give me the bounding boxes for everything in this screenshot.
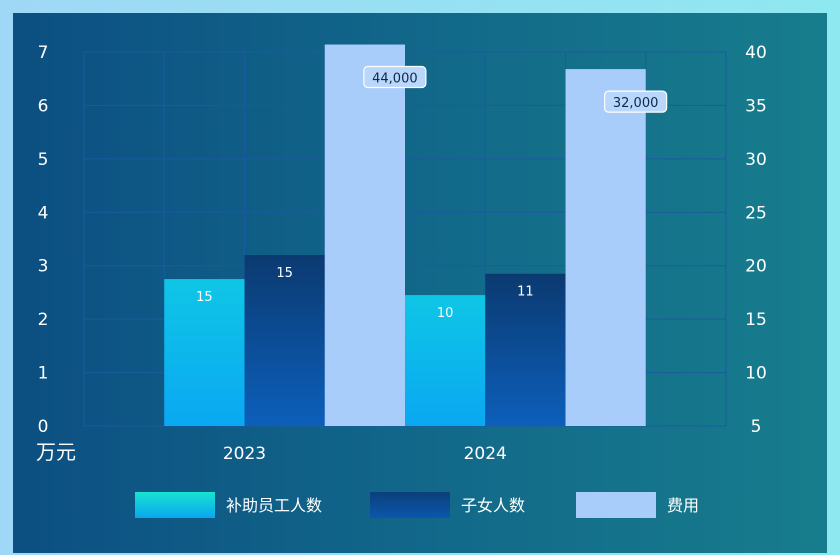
left-tick-label: 0 xyxy=(38,417,49,437)
bar xyxy=(485,273,566,426)
right-tick-label: 15 xyxy=(745,310,767,330)
x-tick-label: 2023 xyxy=(223,444,266,464)
left-tick-label: 5 xyxy=(38,150,49,170)
legend-swatch xyxy=(135,492,215,518)
chart-panel xyxy=(13,13,827,553)
legend-label: 子女人数 xyxy=(461,496,525,515)
data-label: 32,000 xyxy=(613,96,659,111)
data-label-box xyxy=(363,65,427,89)
right-tick-label: 10 xyxy=(745,364,767,384)
legend-label: 费用 xyxy=(667,496,699,515)
bar xyxy=(405,295,486,426)
bar xyxy=(324,44,405,427)
legend: 补助员工人数 子女人数 费用 xyxy=(135,492,699,518)
right-tick-label: 35 xyxy=(745,96,767,116)
right-axis: 5 10 15 20 25 30 35 40 xyxy=(745,43,767,437)
legend-swatch xyxy=(576,492,656,518)
data-label: 44,000 xyxy=(372,72,418,87)
data-label: 10 xyxy=(437,306,454,321)
bar xyxy=(244,255,325,426)
left-tick-label: 6 xyxy=(38,96,49,116)
legend-label: 补助员工人数 xyxy=(226,496,322,515)
data-label-box xyxy=(604,90,668,113)
x-axis: 2023 2024 xyxy=(223,444,507,464)
left-tick-label: 7 xyxy=(38,43,49,63)
left-axis-unit: 万元 xyxy=(36,440,76,464)
right-tick-label: 5 xyxy=(751,417,762,437)
right-tick-label: 20 xyxy=(745,257,767,277)
left-axis: 0 1 2 3 4 5 6 7 xyxy=(38,43,49,437)
left-tick-label: 2 xyxy=(38,310,49,330)
data-label: 15 xyxy=(196,290,213,305)
left-tick-label: 4 xyxy=(38,203,49,223)
data-label: 11 xyxy=(517,285,534,300)
right-tick-label: 40 xyxy=(745,43,767,63)
right-tick-label: 25 xyxy=(745,203,767,223)
bars: 15 15 44,000 10 11 32,000 xyxy=(164,44,668,427)
left-tick-label: 3 xyxy=(38,257,49,277)
bar xyxy=(164,279,245,426)
x-tick-label: 2024 xyxy=(464,444,507,464)
left-tick-label: 1 xyxy=(38,364,49,384)
legend-swatch xyxy=(370,492,450,518)
right-tick-label: 30 xyxy=(745,150,767,170)
data-label: 15 xyxy=(276,266,293,281)
bar xyxy=(565,69,646,427)
